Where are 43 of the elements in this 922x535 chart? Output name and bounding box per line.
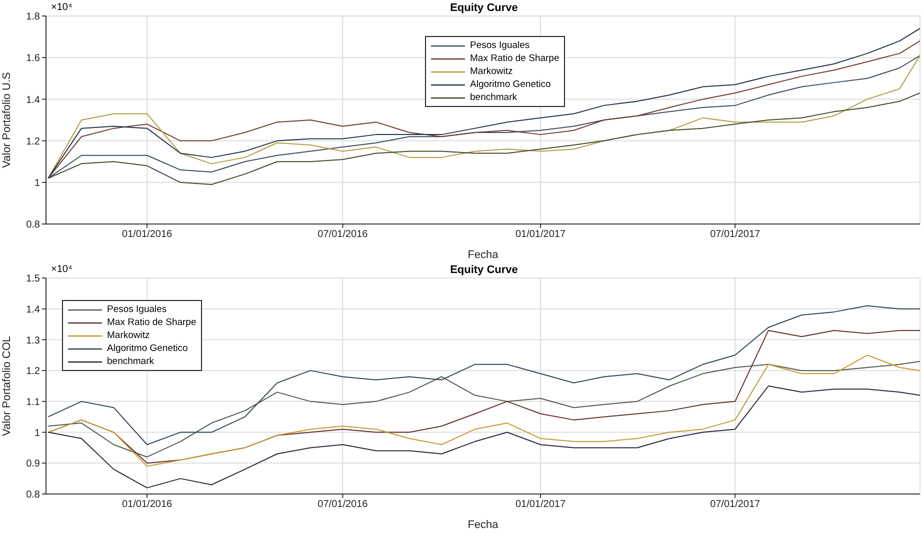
legend-label: Pesos Iguales xyxy=(107,304,167,315)
line-series xyxy=(48,386,920,488)
y-tick-label: 1.5 xyxy=(26,274,40,285)
x-tick-label: 07/01/2017 xyxy=(710,229,761,240)
x-tick-label: 01/01/2017 xyxy=(515,499,566,510)
y-tick-label: 1.8 xyxy=(26,12,40,23)
x-tick-label: 01/01/2016 xyxy=(122,499,173,510)
x-axis-title: Fecha xyxy=(468,249,500,261)
x-tick-label: 07/01/2017 xyxy=(710,499,761,510)
y-tick-label: 0.8 xyxy=(26,490,40,501)
x-tick-label: 01/01/2016 xyxy=(122,229,173,240)
y-tick-label: 0.8 xyxy=(26,220,40,231)
legend-label: Algoritmo Genetico xyxy=(107,343,188,354)
line-series xyxy=(48,305,920,446)
y-tick-label: 1.6 xyxy=(26,53,40,64)
legend-label: Max Ratio de Sharpe xyxy=(107,317,196,328)
y-axis-title: Valor Portafolio U.S xyxy=(0,72,13,168)
y-tick-label: 1.1 xyxy=(26,396,40,408)
text: ×10⁴ xyxy=(51,2,72,13)
legend-label: Pesos Iguales xyxy=(470,40,530,51)
legend-label: benchmark xyxy=(470,92,517,103)
y-tick-label: 1.4 xyxy=(26,304,40,316)
y-tick-label: 1 xyxy=(34,178,40,189)
text: ×10⁴ xyxy=(51,264,72,275)
y-tick-label: 1 xyxy=(34,428,40,439)
x-tick-label: 07/01/2016 xyxy=(318,499,368,510)
legend-label: benchmark xyxy=(107,356,154,367)
chart-title: Equity Curve xyxy=(450,264,518,276)
x-axis-title: Fecha xyxy=(468,519,500,531)
x-tick-label: 07/01/2016 xyxy=(318,229,368,240)
legend-label: Markowitz xyxy=(470,66,513,77)
y-tick-label: 1.2 xyxy=(26,136,40,148)
line-series xyxy=(48,92,920,185)
chart-title: Equity Curve xyxy=(450,2,518,14)
legend-label: Algoritmo Genetico xyxy=(470,79,551,90)
y-tick-label: 1.2 xyxy=(26,366,40,378)
legend-label: Max Ratio de Sharpe xyxy=(470,53,560,64)
y-tick-label: 1.3 xyxy=(26,335,40,346)
x-tick-label: 01/01/2017 xyxy=(515,229,566,240)
legend-label: Markowitz xyxy=(107,330,150,341)
y-axis-title: Valor Portafolio COL xyxy=(0,336,13,436)
y-tick-label: 1.4 xyxy=(26,94,40,106)
y-tick-label: 0.9 xyxy=(26,458,40,470)
